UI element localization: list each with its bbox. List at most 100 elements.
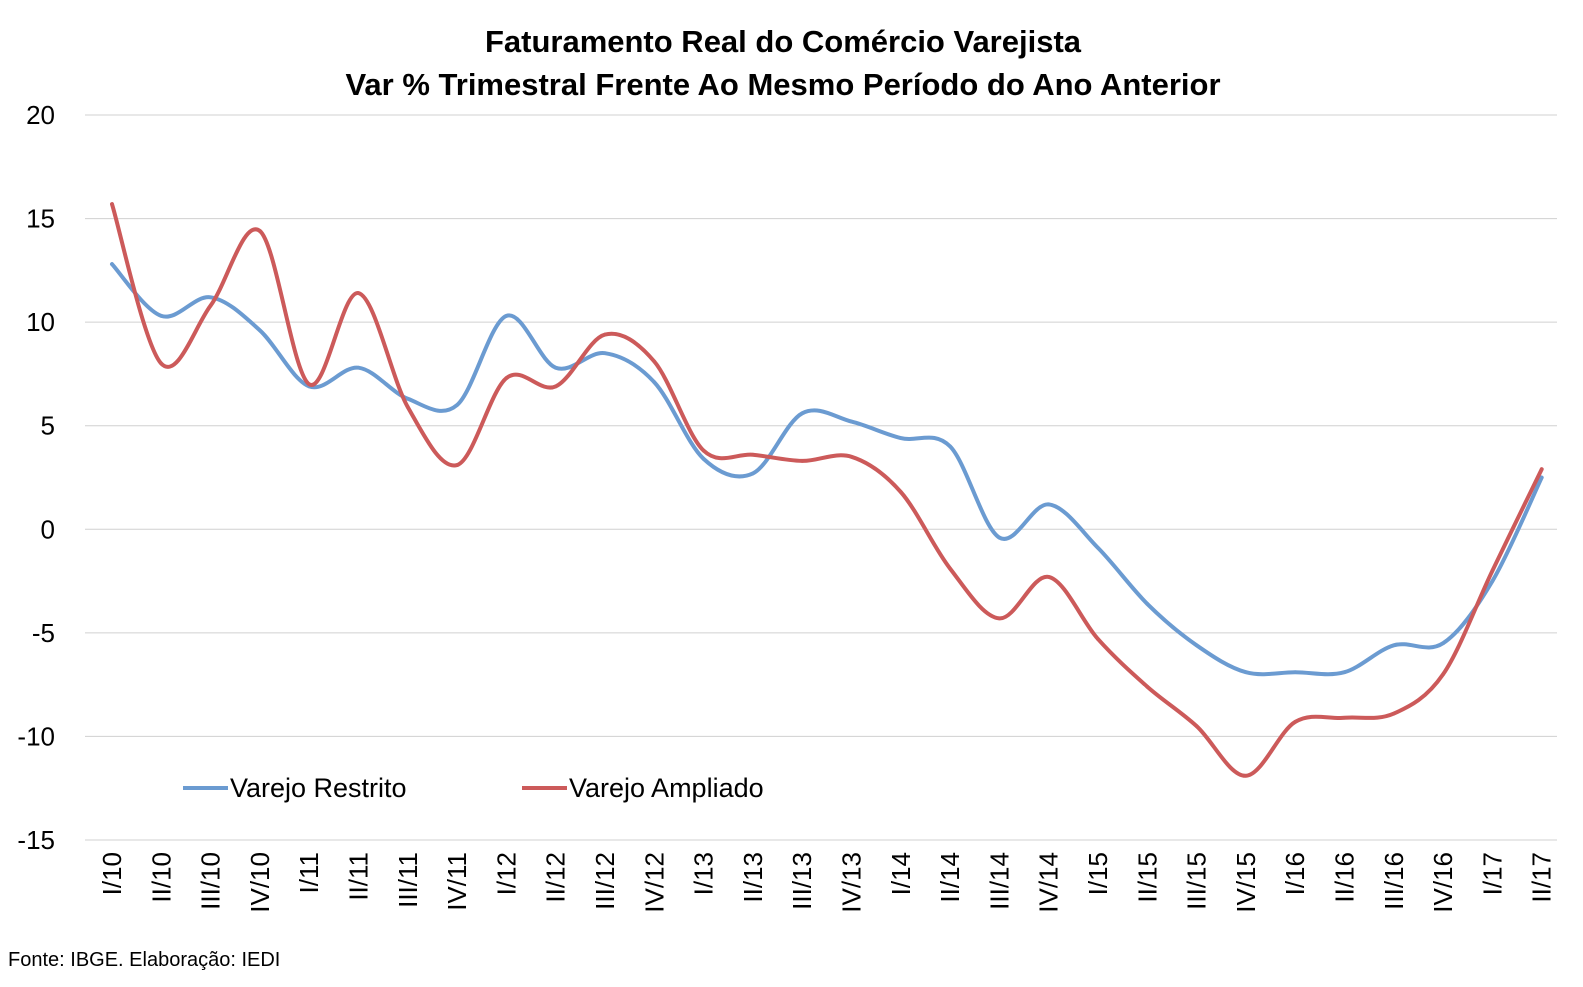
data-point [1441,641,1445,646]
y-tick-label: -10 [17,721,55,751]
legend-label: Varejo Ampliado [569,773,764,803]
data-point [208,295,213,300]
data-point [652,380,657,385]
data-point [1194,724,1199,728]
x-tick-label: II/12 [541,852,571,903]
data-point [948,566,952,571]
data-point [1539,475,1544,480]
series-line-varejo-restrito [110,262,1544,677]
data-point [455,463,459,467]
x-tick-label: IV/13 [837,852,867,913]
x-tick-label: I/16 [1280,852,1310,895]
legend-label: Varejo Restrito [230,773,407,803]
data-point [800,459,804,463]
chart-title: Faturamento Real do Comércio Varejista [485,24,1082,59]
data-point [1096,637,1100,641]
chart-subtitle: Var % Trimestral Frente Ao Mesmo Período… [345,67,1220,102]
x-tick-label: III/12 [590,852,620,910]
data-point [1046,502,1051,507]
y-axis-ticks: 20 15 10 5 0 -5 -10 -15 [17,100,55,855]
data-point [751,452,755,457]
data-point [1145,684,1150,689]
data-point [110,202,114,206]
data-point [1490,579,1495,583]
x-tick-label: I/15 [1083,852,1113,895]
data-point [1342,670,1347,675]
data-point [1392,643,1396,648]
y-tick-label: 10 [26,307,55,337]
x-tick-label: III/10 [196,852,226,910]
x-tick-label: III/16 [1379,852,1409,910]
data-point [356,365,361,370]
x-tick-label: I/11 [294,852,324,893]
x-tick-label: IV/15 [1231,852,1261,913]
data-point [1244,773,1248,778]
data-point [406,405,410,409]
data-point [110,262,114,266]
x-tick-label: III/14 [984,852,1014,910]
data-point [553,365,558,370]
data-point [1539,467,1544,472]
x-tick-label: I/14 [886,852,916,895]
data-point [997,535,1002,540]
y-tick-label: -5 [32,618,55,648]
data-point [800,411,804,416]
x-tick-label: III/11 [393,852,423,908]
data-point [1490,568,1495,573]
data-point [603,332,607,337]
x-tick-label: I/17 [1477,852,1507,895]
data-point [208,303,213,308]
data-point [701,448,706,453]
data-point [1392,711,1396,716]
y-tick-label: 15 [26,204,55,234]
x-tick-label: IV/11 [442,852,472,911]
data-point [159,361,164,366]
data-point [159,314,164,318]
data-point [1046,575,1051,579]
y-tick-label: 20 [26,100,55,130]
x-tick-label: IV/14 [1034,852,1064,913]
y-tick-label: -15 [17,825,55,855]
legend: Varejo Restrito Varejo Ampliado [183,773,764,803]
data-point [1194,643,1199,648]
data-point [751,471,755,476]
x-tick-label: III/13 [787,852,817,910]
x-tick-label: I/13 [689,852,719,895]
x-tick-label: II/16 [1330,852,1360,903]
series-lines [110,202,1544,778]
data-point [258,229,262,233]
data-point [997,616,1002,621]
data-point [701,457,706,461]
data-point [1293,670,1297,675]
x-tick-label: II/15 [1132,852,1162,903]
data-point [652,359,657,364]
x-tick-label: II/13 [738,852,768,903]
data-point [899,436,903,440]
data-point [1145,602,1150,606]
data-point [504,376,509,380]
source-note: Fonte: IBGE. Elaboração: IEDI [8,949,280,971]
x-tick-label: II/17 [1527,852,1557,903]
data-point [1096,546,1100,550]
data-point [258,328,262,333]
y-tick-label: 0 [41,514,55,544]
data-point [1441,672,1445,677]
data-point [1293,720,1297,724]
data-point [455,403,459,407]
data-point [356,291,361,295]
data-point [1244,670,1248,675]
x-tick-label: II/11 [344,852,374,901]
x-tick-label: II/14 [935,852,965,903]
data-point [603,351,607,356]
data-point [849,419,854,424]
data-point [406,396,410,401]
data-point [1342,715,1347,720]
x-tick-label: I/12 [491,852,521,895]
data-point [948,444,952,449]
x-tick-label: I/10 [97,852,127,895]
data-point [849,454,854,459]
data-point [307,382,312,387]
x-tick-label: II/10 [146,852,176,903]
x-tick-label: IV/12 [639,852,669,913]
